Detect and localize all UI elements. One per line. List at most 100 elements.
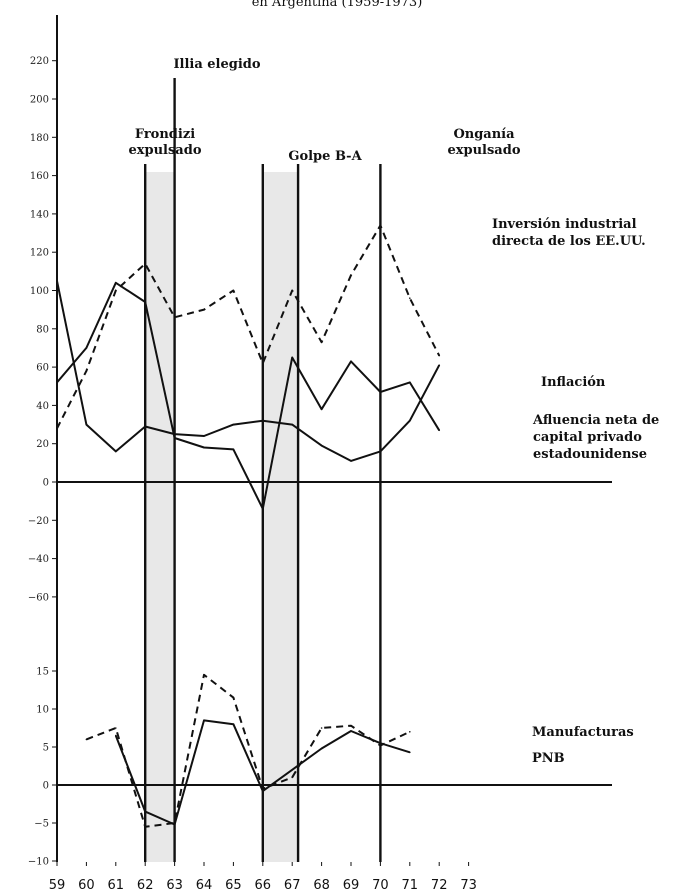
upper-series-0-point: [85, 370, 88, 372]
y-tick-label: 5: [43, 743, 49, 754]
upper-series-0-point: [291, 289, 294, 292]
upper-series-2-line: [56, 281, 441, 510]
x-tick-label: 60: [78, 878, 95, 893]
x-tick-label: 61: [108, 878, 125, 893]
upper-series-1-point: [56, 280, 58, 282]
y-tick-label: 120: [30, 248, 49, 259]
x-tick-label: 71: [402, 878, 419, 893]
lower-series-0-point: [320, 727, 323, 729]
upper-series-1-point: [232, 423, 235, 426]
chart-title: en Argentina (1959-1973): [252, 0, 423, 10]
lower-series-1-label: PNB: [532, 751, 565, 766]
upper-series-2-label: Afluencia neta de: [532, 413, 659, 428]
lower-series-0-point: [203, 674, 205, 676]
x-tick-label: 69: [343, 878, 360, 893]
upper-series-1-point: [320, 444, 323, 447]
x-tick-label: 62: [137, 878, 154, 893]
x-tick-label: 73: [460, 878, 477, 893]
y-tick-label: −60: [28, 592, 49, 603]
upper-series-2-point: [203, 446, 205, 449]
lower-series-1-point: [232, 723, 235, 725]
upper-series-1-point: [438, 364, 441, 366]
y-tick-label: 0: [43, 781, 49, 792]
upper-series-2-point: [291, 356, 294, 359]
event-label-2: Golpe B-A: [288, 149, 362, 164]
lower-series-0-label: Manufacturas: [532, 725, 634, 740]
y-tick-label: 40: [36, 401, 49, 412]
lower-series-1-point: [203, 719, 205, 722]
upper-series-2-point: [409, 381, 411, 384]
y-tick-label: −5: [34, 819, 49, 830]
upper-series-1-line: [56, 280, 441, 462]
upper-series-0-label: Inversión industrial: [492, 217, 637, 232]
upper-series-2-label: estadounidense: [533, 447, 647, 462]
y-tick-label: 140: [30, 209, 49, 220]
y-tick-label: 220: [30, 56, 49, 67]
upper-series-0-point: [320, 341, 323, 344]
y-tick-label: 20: [36, 439, 49, 450]
upper-series-2-label: capital privado: [533, 430, 642, 445]
upper-series-1-point: [115, 450, 117, 453]
axes: 220200180160140120100806040200−20−40−601…: [28, 15, 612, 893]
upper-series-0-point: [438, 354, 441, 357]
upper-series-1-point: [350, 460, 352, 462]
lower-series-0-point: [291, 776, 294, 779]
upper-series-1-point: [409, 419, 411, 422]
upper-series-2-point: [56, 381, 58, 384]
y-tick-label: 200: [30, 95, 49, 106]
upper-series-1-point: [203, 435, 205, 437]
y-tick-label: 0: [43, 478, 49, 489]
lower-series-0-line: [86, 673, 411, 828]
event-label-0: Frondizi: [135, 127, 195, 142]
x-tick-label: 59: [49, 878, 66, 893]
labels: Inversión industrial directa de los EE.UU…: [128, 57, 659, 766]
upper-series-2-point: [320, 408, 323, 411]
lower-series-1-point: [350, 730, 352, 732]
shaded-periods: [145, 172, 299, 862]
lower-series-0-point: [115, 727, 117, 729]
x-tick-label: 72: [431, 878, 448, 893]
upper-series-1-point: [85, 423, 88, 426]
x-tick-label: 67: [284, 878, 301, 893]
y-tick-label: 60: [36, 363, 49, 374]
event-lines: [143, 78, 382, 862]
y-tick-label: 10: [36, 705, 49, 716]
lower-series-0-point: [409, 731, 411, 733]
series: [56, 224, 441, 828]
lower-series-1-point: [115, 734, 117, 737]
y-tick-label: 15: [36, 667, 49, 678]
upper-series-2-point: [115, 282, 117, 284]
x-tick-label: 68: [313, 878, 330, 893]
y-tick-label: −20: [28, 516, 49, 527]
lower-series-1-point: [409, 751, 411, 754]
lower-series-0-point: [350, 724, 352, 727]
lower-series-0-point: [85, 738, 88, 741]
upper-series-2-point: [85, 347, 88, 349]
upper-series-2-point: [350, 360, 352, 363]
event-label-4: Onganía: [453, 127, 515, 142]
upper-series-0-point: [350, 274, 352, 276]
x-tick-label: 64: [196, 878, 213, 893]
event-label-0: expulsado: [128, 143, 201, 158]
y-tick-label: 180: [30, 133, 49, 144]
x-tick-label: 66: [255, 878, 272, 893]
upper-series-1-point: [291, 423, 294, 426]
upper-series-0-point: [203, 308, 205, 311]
upper-series-0-label: directa de los EE.UU.: [492, 234, 646, 249]
y-tick-label: 100: [30, 286, 49, 297]
y-tick-label: 160: [30, 171, 49, 182]
shaded-period-0: [145, 172, 175, 862]
lower-series-1-point: [291, 769, 294, 771]
y-tick-label: 80: [36, 324, 49, 335]
y-tick-label: −10: [28, 857, 49, 868]
upper-series-2-point: [438, 429, 441, 432]
x-tick-label: 70: [372, 878, 389, 893]
upper-series-0-line: [56, 224, 441, 429]
lower-series-1-point: [320, 747, 323, 750]
upper-series-0-point: [56, 427, 58, 430]
shaded-period-1: [262, 172, 299, 862]
upper-series-0-point: [115, 289, 117, 292]
upper-series-0-point: [409, 297, 411, 299]
event-label-1: Illia elegido: [173, 57, 260, 72]
